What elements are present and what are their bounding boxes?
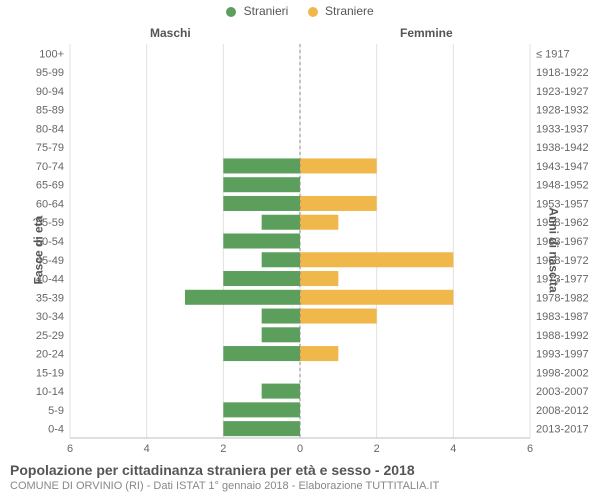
male-bar (223, 233, 300, 248)
male-bar (185, 290, 300, 305)
male-bar (262, 215, 300, 230)
age-group-label: 65-69 (36, 180, 64, 192)
birth-year-label: 1963-1967 (536, 236, 589, 248)
y-axis-left-title: Fasce di età (31, 216, 45, 285)
age-group-label: 60-64 (36, 198, 64, 210)
birth-year-label: ≤ 1917 (536, 48, 570, 60)
chart-footer: Popolazione per cittadinanza straniera p… (10, 462, 439, 492)
age-group-label: 75-79 (36, 142, 64, 154)
y-axis-right-title: Anni di nascita (546, 207, 560, 292)
female-bar (300, 215, 338, 230)
birth-year-label: 1988-1992 (536, 330, 589, 342)
male-bar (223, 196, 300, 211)
age-group-label: 25-29 (36, 330, 64, 342)
birth-year-label: 1953-1957 (536, 198, 589, 210)
male-bar (223, 421, 300, 436)
male-bar (223, 271, 300, 286)
x-tick-label: 6 (67, 443, 73, 455)
male-bar (223, 177, 300, 192)
x-tick-label: 0 (297, 443, 303, 455)
female-bar (300, 196, 377, 211)
plot-svg: 0 2 2 4 4 6 6 100+ ≤ 1917 95-99 1918-1922 90-94 1923… (0, 0, 600, 460)
population-pyramid-chart: { "chart": { "type": "population-pyramid… (0, 0, 600, 500)
female-bar (300, 346, 338, 361)
birth-year-label: 1943-1947 (536, 161, 589, 173)
age-group-label: 10-14 (36, 386, 64, 398)
birth-year-label: 1978-1982 (536, 292, 589, 304)
age-group-label: 70-74 (36, 161, 64, 173)
x-tick-label: 6 (527, 443, 533, 455)
column-header-female: Femmine (400, 26, 453, 40)
birth-year-label: 1973-1977 (536, 274, 589, 286)
legend-item-male: Stranieri (226, 4, 288, 18)
birth-year-label: 1918-1922 (536, 67, 589, 79)
age-group-label: 20-24 (36, 349, 64, 361)
female-bar (300, 158, 377, 173)
male-bar (262, 309, 300, 324)
age-group-label: 80-84 (36, 123, 64, 135)
age-group-label: 95-99 (36, 67, 64, 79)
age-group-label: 90-94 (36, 86, 64, 98)
birth-year-label: 1958-1962 (536, 217, 589, 229)
x-tick-label: 2 (220, 443, 226, 455)
x-tick-label: 2 (374, 443, 380, 455)
birth-year-label: 1948-1952 (536, 180, 589, 192)
birth-year-label: 2013-2017 (536, 424, 589, 436)
birth-year-label: 1998-2002 (536, 367, 589, 379)
x-tick-label: 4 (450, 443, 456, 455)
legend-swatch-male (226, 7, 236, 17)
male-bar (262, 252, 300, 267)
chart-subtitle: COMUNE DI ORVINIO (RI) - Dati ISTAT 1° g… (10, 480, 439, 492)
female-bar (300, 290, 453, 305)
birth-year-label: 1968-1972 (536, 255, 589, 267)
age-group-label: 0-4 (48, 424, 64, 436)
age-group-label: 85-89 (36, 105, 64, 117)
birth-year-label: 1993-1997 (536, 349, 589, 361)
column-header-male: Maschi (150, 26, 191, 40)
male-bar (223, 158, 300, 173)
birth-year-label: 1923-1927 (536, 86, 589, 98)
chart-title: Popolazione per cittadinanza straniera p… (10, 462, 439, 478)
birth-year-label: 1983-1987 (536, 311, 589, 323)
age-group-label: 5-9 (48, 405, 64, 417)
legend: Stranieri Straniere (0, 4, 600, 18)
male-bar (262, 327, 300, 342)
female-bar (300, 271, 338, 286)
legend-item-female: Straniere (308, 4, 374, 18)
birth-year-label: 2003-2007 (536, 386, 589, 398)
male-bar (262, 384, 300, 399)
birth-year-label: 1928-1932 (536, 105, 589, 117)
birth-year-label: 1933-1937 (536, 123, 589, 135)
age-group-label: 15-19 (36, 367, 64, 379)
x-tick-label: 4 (144, 443, 150, 455)
male-bar (223, 346, 300, 361)
legend-label-female: Straniere (325, 4, 374, 18)
legend-swatch-female (308, 7, 318, 17)
male-bar (223, 402, 300, 417)
birth-year-label: 2008-2012 (536, 405, 589, 417)
age-group-label: 30-34 (36, 311, 64, 323)
female-bar (300, 252, 453, 267)
age-group-label: 100+ (39, 48, 64, 60)
age-group-label: 35-39 (36, 292, 64, 304)
legend-label-male: Stranieri (244, 4, 289, 18)
birth-year-label: 1938-1942 (536, 142, 589, 154)
female-bar (300, 309, 377, 324)
